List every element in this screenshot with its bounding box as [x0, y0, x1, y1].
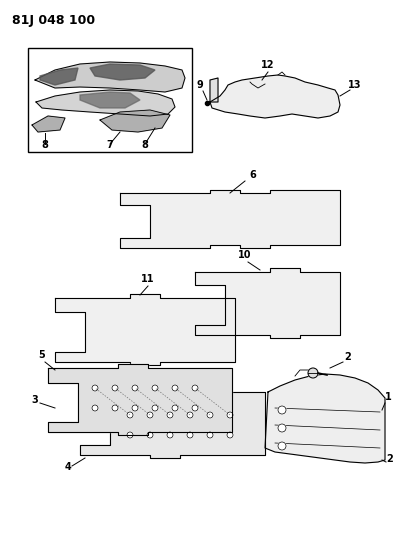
Polygon shape	[195, 268, 340, 338]
Circle shape	[92, 405, 98, 411]
Text: 2: 2	[387, 454, 393, 464]
Text: 10: 10	[238, 250, 252, 260]
Polygon shape	[32, 116, 65, 132]
Circle shape	[167, 412, 173, 418]
Text: 1: 1	[385, 392, 391, 402]
Text: 8: 8	[141, 140, 149, 150]
Circle shape	[112, 405, 118, 411]
Text: 7: 7	[107, 140, 113, 150]
Circle shape	[112, 385, 118, 391]
Text: 9: 9	[197, 80, 203, 90]
Circle shape	[152, 405, 158, 411]
Polygon shape	[80, 92, 140, 108]
Circle shape	[167, 432, 173, 438]
Polygon shape	[210, 75, 340, 118]
Circle shape	[132, 405, 138, 411]
Text: 13: 13	[348, 80, 362, 90]
Polygon shape	[36, 90, 175, 116]
Text: 3: 3	[32, 395, 38, 405]
Circle shape	[308, 368, 318, 378]
Circle shape	[132, 385, 138, 391]
Polygon shape	[48, 364, 232, 435]
Circle shape	[192, 405, 198, 411]
Bar	[28, 48, 192, 152]
Circle shape	[278, 442, 286, 450]
Polygon shape	[90, 64, 155, 80]
Polygon shape	[55, 294, 235, 365]
Circle shape	[207, 432, 213, 438]
Text: 81J 048 100: 81J 048 100	[12, 14, 95, 27]
Circle shape	[147, 412, 153, 418]
Text: 8: 8	[41, 140, 49, 150]
Polygon shape	[35, 62, 185, 92]
Circle shape	[172, 405, 178, 411]
Polygon shape	[80, 388, 265, 458]
Polygon shape	[210, 78, 218, 102]
Circle shape	[278, 424, 286, 432]
Circle shape	[187, 432, 193, 438]
Polygon shape	[40, 68, 78, 85]
Text: 11: 11	[141, 274, 155, 284]
Circle shape	[278, 406, 286, 414]
Text: 5: 5	[39, 350, 45, 360]
Text: 12: 12	[261, 60, 275, 70]
Text: 2: 2	[344, 352, 352, 362]
Circle shape	[187, 412, 193, 418]
Text: 4: 4	[65, 462, 71, 472]
Circle shape	[207, 412, 213, 418]
Polygon shape	[120, 190, 340, 248]
Circle shape	[172, 385, 178, 391]
Polygon shape	[100, 110, 170, 132]
Circle shape	[192, 385, 198, 391]
Circle shape	[227, 412, 233, 418]
Circle shape	[92, 385, 98, 391]
Circle shape	[152, 385, 158, 391]
Circle shape	[147, 432, 153, 438]
Circle shape	[127, 432, 133, 438]
Text: 6: 6	[250, 170, 256, 180]
Circle shape	[127, 412, 133, 418]
Polygon shape	[265, 374, 385, 463]
Circle shape	[227, 432, 233, 438]
